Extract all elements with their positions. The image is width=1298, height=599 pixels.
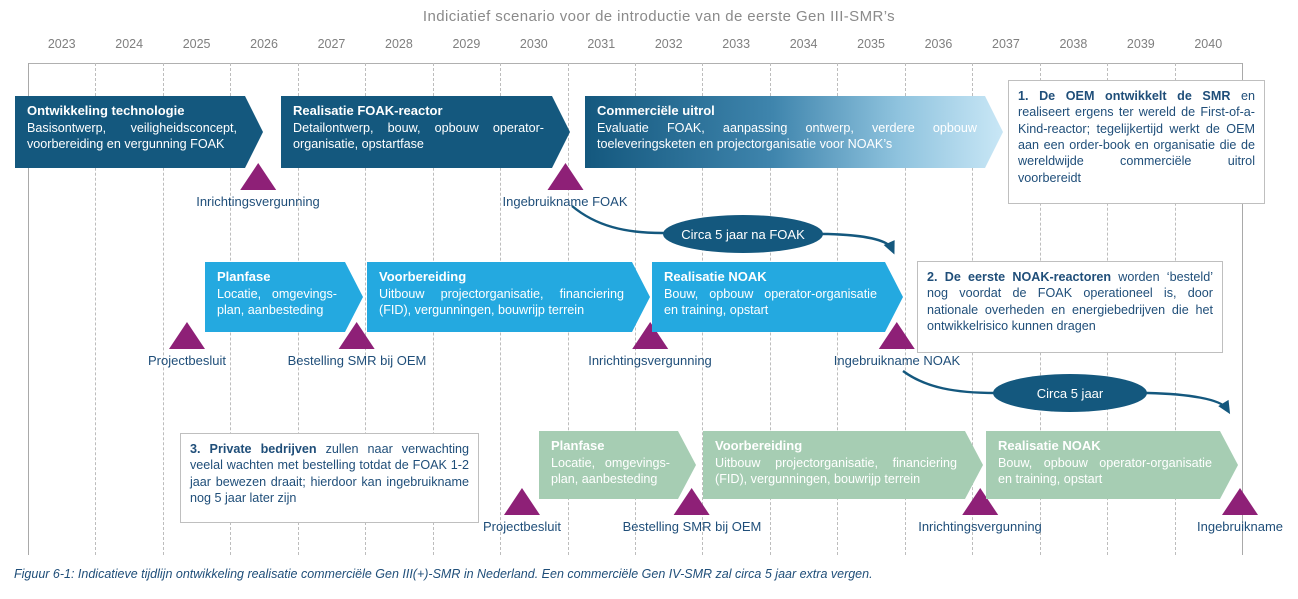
phase-bar-realisatie-foak: Realisatie FOAK-reactor Detailontwerp, b… (281, 96, 570, 168)
phase-desc: Basisontwerp, veiligheidsconcept, voorbe… (27, 120, 237, 151)
phase-title: Realisatie NOAK (664, 269, 767, 284)
phase-desc: Locatie, omgevings-plan, aanbesteding (217, 286, 337, 317)
year-label-2029: 2029 (452, 37, 481, 51)
figure-title: Indiciatief scenario voor de introductie… (422, 8, 896, 25)
milestone-label: Bestelling SMR bij OEM (622, 519, 762, 534)
phase-bar-voorbereiding-noak1: Voorbereiding Uitbouw projectorganisatie… (367, 262, 650, 332)
year-label-2031: 2031 (587, 37, 616, 51)
callout-bold-text: 2. De eerste NOAK-reactoren (927, 270, 1112, 284)
phase-bar-ontwikkeling-technologie: Ontwikkeling technologie Basisontwerp, v… (15, 96, 263, 168)
phase-desc: Bouw, opbouw operator-organisatie en tra… (998, 455, 1212, 486)
phase-desc: Locatie, omgevings-plan, aanbesteding (551, 455, 670, 486)
year-label-2026: 2026 (250, 37, 278, 51)
phase-bar-realisatie-noak2: Realisatie NOAK Bouw, opbouw operator-or… (986, 431, 1238, 499)
phase-desc: Uitbouw projectorganisatie, financiering… (379, 286, 624, 317)
milestone-triangle-icon (168, 322, 205, 349)
phase-title: Realisatie FOAK-reactor (293, 103, 443, 118)
year-label-2039: 2039 (1126, 37, 1155, 51)
callout-bold-text: 3. Private bedrijven (190, 442, 317, 456)
year-label-2040: 2040 (1194, 37, 1223, 51)
phase-bar-voorbereiding-noak2: Voorbereiding Uitbouw projectorganisatie… (703, 431, 983, 499)
connector-label: Circa 5 jaar na FOAK (681, 226, 805, 242)
year-label-2033: 2033 (722, 37, 751, 51)
phase-title: Ontwikkeling technologie (27, 103, 185, 118)
phase-desc: Uitbouw projectorganisatie, financiering… (715, 455, 957, 486)
gridline (95, 63, 97, 555)
year-label-2037: 2037 (992, 37, 1020, 51)
milestone-label: Ingebruikname (1197, 519, 1283, 534)
year-label-2025: 2025 (182, 37, 211, 51)
milestone-projectbesluit-noak2: Projectbesluit (483, 488, 561, 534)
gridline (904, 63, 906, 555)
phase-desc: Detailontwerp, bouw, opbouw operator-org… (293, 120, 544, 151)
phase-title: Planfase (551, 438, 605, 453)
phase-bar-planfase-noak1: Planfase Locatie, omgevings-plan, aanbes… (205, 262, 363, 332)
phase-title: Voorbereiding (379, 269, 467, 284)
phase-bar-realisatie-noak1: Realisatie NOAK Bouw, opbouw operator-or… (652, 262, 903, 332)
milestone-inrichtingsvergunning-foak: Inrichtingsvergunning (196, 163, 320, 209)
year-label-2030: 2030 (519, 37, 548, 51)
year-label-2024: 2024 (115, 37, 144, 51)
year-label-2034: 2034 (789, 37, 818, 51)
year-label-2036: 2036 (924, 37, 953, 51)
year-label-2038: 2038 (1059, 37, 1088, 51)
phase-title: Voorbereiding (715, 438, 803, 453)
milestone-label: Inrichtingsvergunning (588, 353, 712, 368)
phase-desc: Bouw, opbouw operator-organisatie en tra… (664, 286, 877, 317)
callout-rest-text: en realiseert ergens ter wereld de First… (1018, 89, 1256, 185)
gridline (1242, 63, 1243, 555)
phase-title: Commerciële uitrol (597, 103, 715, 118)
connector-label: Circa 5 jaar (1036, 385, 1104, 401)
phase-title: Planfase (217, 269, 271, 284)
milestone-label: Bestelling SMR bij OEM (287, 353, 427, 368)
callout-1-oem: 1. De OEM ontwikkelt de SMR en realiseer… (1008, 80, 1265, 204)
phase-title: Realisatie NOAK (998, 438, 1101, 453)
figure-caption: Figuur 6-1: Indicatieve tijdlijn ontwikk… (14, 567, 873, 581)
phase-bar-commerciele-uitrol: Commerciële uitrol Evaluatie FOAK, aanpa… (585, 96, 1003, 168)
milestone-ingebruikname-noak2: Ingebruikname (1197, 488, 1283, 534)
phase-bar-planfase-noak2: Planfase Locatie, omgevings-plan, aanbes… (539, 431, 696, 499)
connector-ellipse-circa5: Circa 5 jaar (993, 374, 1147, 412)
year-label-2032: 2032 (654, 37, 683, 51)
milestone-triangle-icon (1222, 488, 1258, 515)
year-label-2035: 2035 (857, 37, 885, 51)
milestone-ingebruikname-foak: Ingebruikname FOAK (502, 163, 628, 209)
milestone-label: Ingebruikname FOAK (502, 194, 628, 209)
milestone-inrichtingsvergunning-noak2: Inrichtingsvergunning (918, 488, 1042, 534)
gridline (162, 63, 164, 555)
milestone-label: Projectbesluit (482, 519, 562, 534)
milestone-label: Inrichtingsvergunning (918, 519, 1042, 534)
year-label-2027: 2027 (317, 37, 346, 51)
milestone-ingebruikname-noak1: Ingebruikname NOAK (834, 322, 960, 368)
milestone-label: Projectbesluit (147, 353, 227, 368)
milestone-triangle-icon (239, 163, 276, 190)
connector-ellipse-circa5-foak: Circa 5 jaar na FOAK (663, 215, 823, 253)
milestone-label: Ingebruikname NOAK (833, 353, 961, 368)
milestone-triangle-icon (503, 488, 540, 515)
phase-desc: Evaluatie FOAK, aanpassing ontwerp, verd… (597, 120, 977, 151)
milestone-triangle-icon (546, 163, 583, 190)
gridline (365, 63, 367, 555)
callout-bold-text: 1. De OEM ontwikkelt de SMR (1018, 89, 1231, 103)
callout-rest-text: zullen naar verwachting veelal wachten m… (190, 442, 469, 506)
gridline (28, 63, 29, 555)
year-label-2028: 2028 (385, 37, 413, 51)
year-label-2023: 2023 (47, 37, 76, 51)
milestone-label: Inrichtingsvergunning (196, 194, 320, 209)
callout-3-private-bedrijven: 3. Private bedrijven zullen naar verwach… (180, 433, 479, 523)
callout-rest-text: worden ‘besteld’ nog voordat de FOAK ope… (927, 270, 1213, 334)
callout-2-noak-besteld: 2. De eerste NOAK-reactoren worden ‘best… (917, 261, 1223, 353)
milestone-projectbesluit-noak1: Projectbesluit (148, 322, 226, 368)
